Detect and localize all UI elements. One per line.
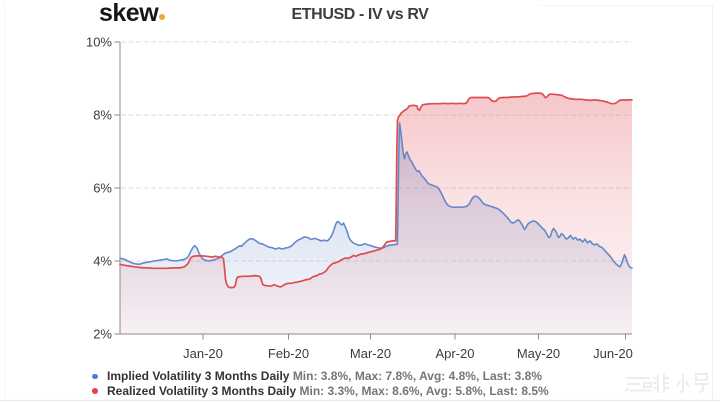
svg-text:6%: 6% — [93, 181, 112, 196]
svg-text:8%: 8% — [93, 108, 112, 123]
svg-text:4%: 4% — [93, 254, 112, 269]
svg-text:Mar-20: Mar-20 — [350, 346, 391, 361]
svg-text:Feb-20: Feb-20 — [268, 346, 309, 361]
svg-text:10%: 10% — [86, 35, 112, 50]
svg-text:May-20: May-20 — [517, 346, 560, 361]
svg-text:Jun-20: Jun-20 — [593, 346, 633, 361]
svg-text:2%: 2% — [93, 327, 112, 342]
svg-text:Apr-20: Apr-20 — [435, 346, 474, 361]
svg-text:Jan-20: Jan-20 — [183, 346, 223, 361]
